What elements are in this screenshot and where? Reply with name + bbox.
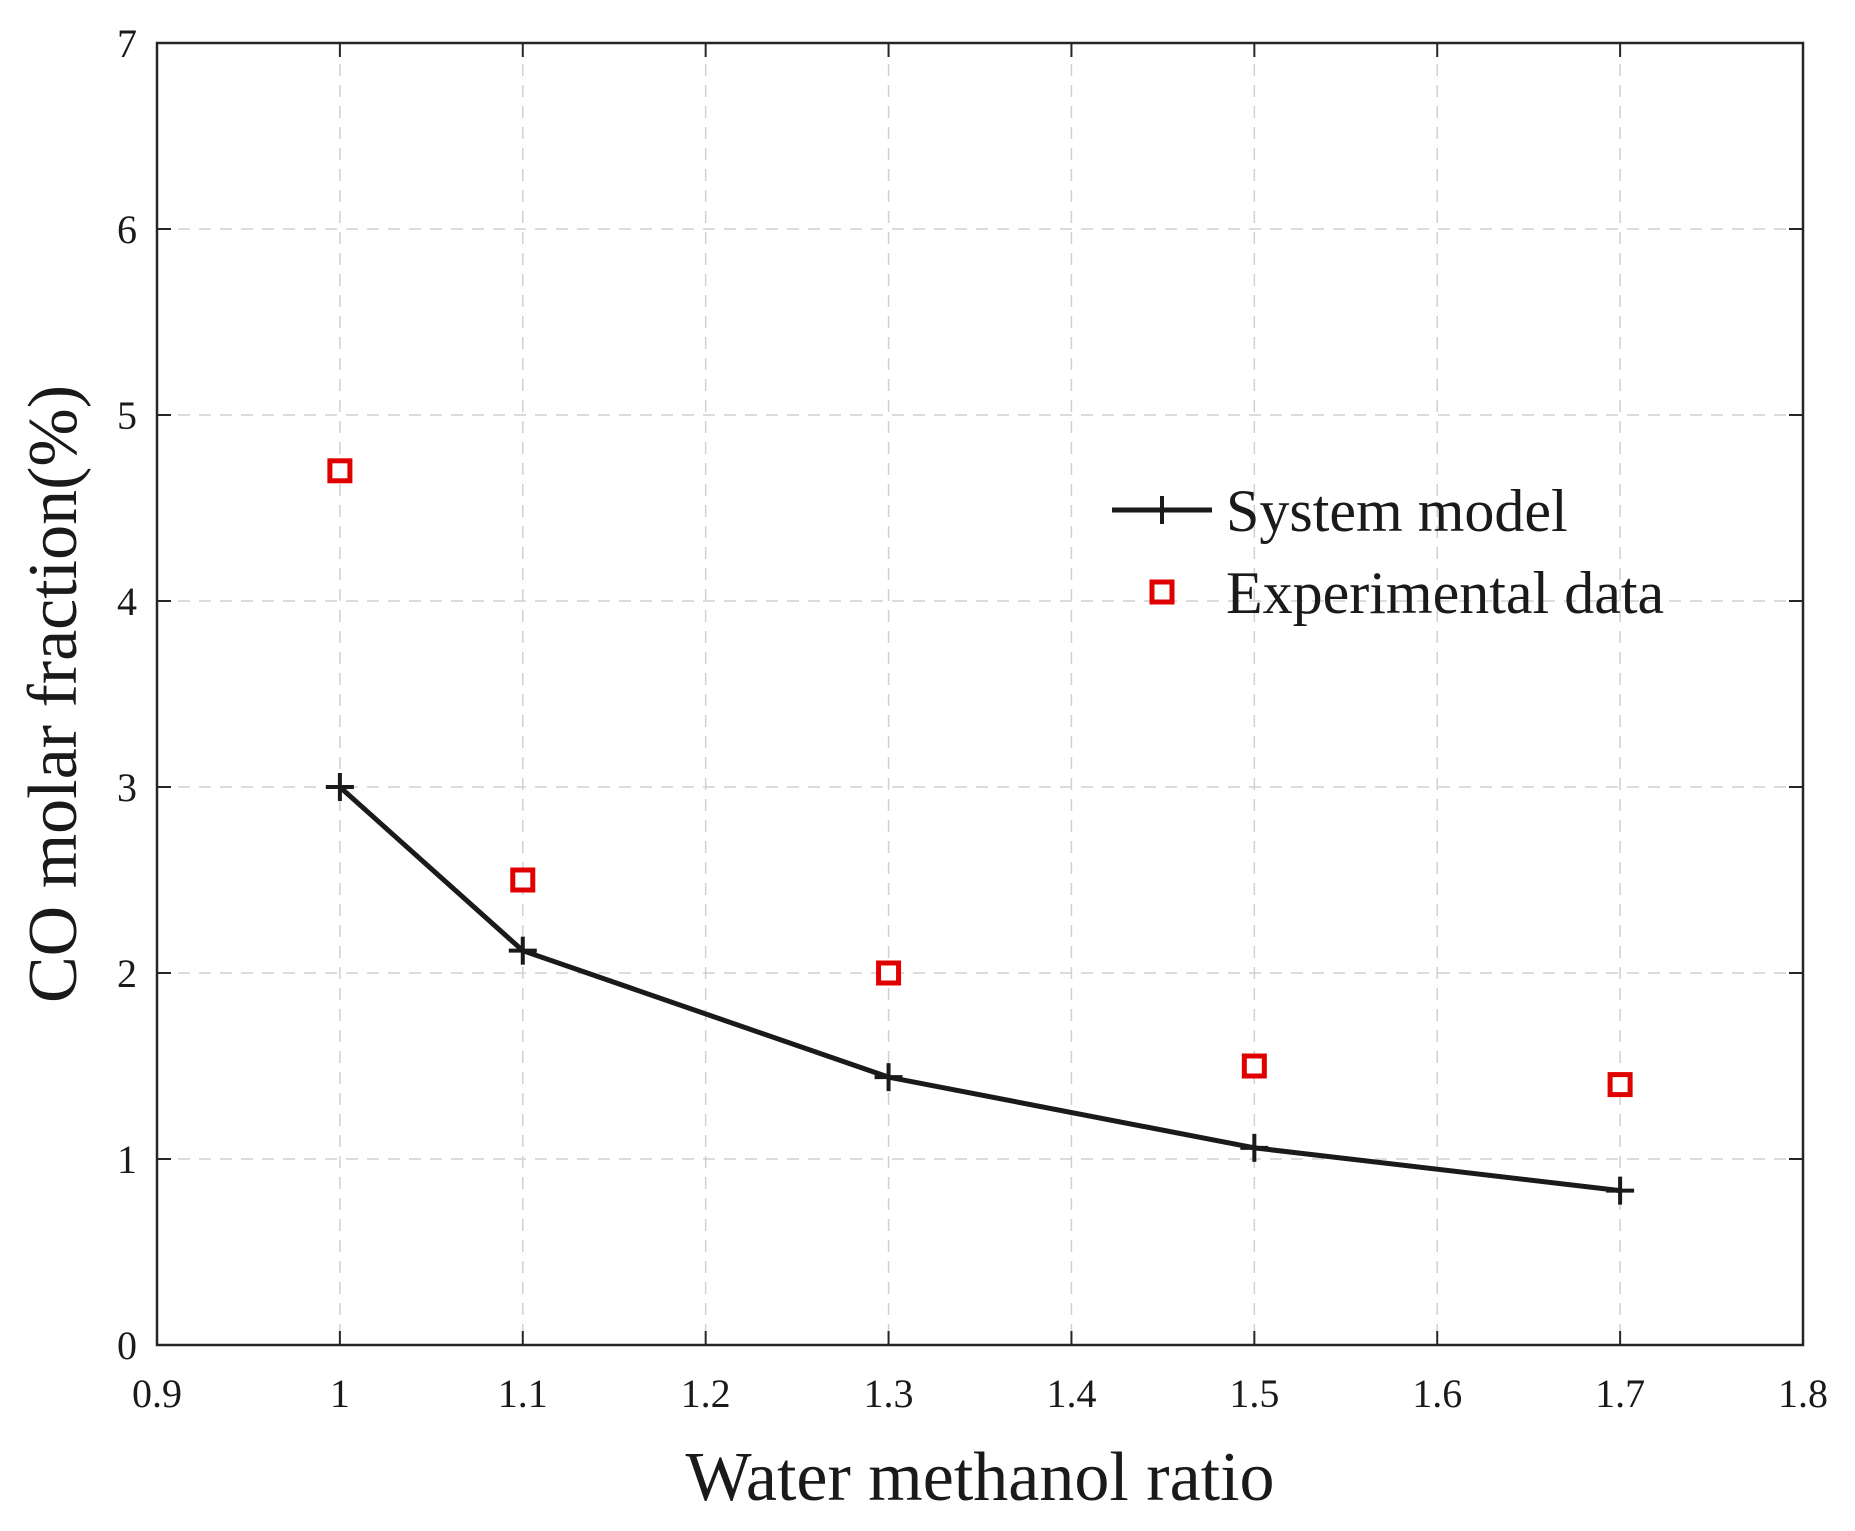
legend-label-system-model: System model: [1226, 478, 1568, 544]
y-tick-label: 5: [117, 393, 137, 438]
data-point-experimental-data: [876, 960, 902, 986]
series-layer: [325, 458, 1635, 1205]
x-tick-labels: 0.9 1 1.1 1.2 1.3 1.4 1.5 1.6 1.7 1.8: [132, 1371, 1828, 1416]
x-tick-label: 1.1: [498, 1371, 548, 1416]
y-tick-labels: 0 1 2 3 4 5 6 7: [117, 21, 137, 1368]
legend-marker-experimental-data: [1149, 579, 1175, 605]
x-tick-label: 1.5: [1229, 1371, 1279, 1416]
y-tick-label: 2: [117, 951, 137, 996]
x-tick-label: 0.9: [132, 1371, 182, 1416]
data-point-system-model: [1606, 1176, 1635, 1205]
y-tick-label: 1: [117, 1137, 137, 1182]
x-tick-label: 1.3: [864, 1371, 914, 1416]
y-tick-label: 3: [117, 765, 137, 810]
y-tick-label: 0: [117, 1323, 137, 1368]
data-point-experimental-data: [1241, 1053, 1267, 1079]
data-point-system-model: [325, 773, 354, 801]
data-point-system-model: [1240, 1133, 1269, 1162]
legend: System model Experimental data: [1112, 478, 1664, 626]
ticks: [156, 42, 1804, 1346]
x-tick-label: 1: [330, 1371, 350, 1416]
x-tick-label: 1.6: [1412, 1371, 1462, 1416]
y-tick-label: 4: [117, 579, 137, 624]
data-point-system-model: [508, 936, 537, 965]
legend-marker-system-model: [1148, 496, 1176, 524]
legend-label-experimental-data: Experimental data: [1226, 560, 1664, 626]
data-point-system-model: [874, 1063, 903, 1092]
x-tick-label: 1.4: [1046, 1371, 1096, 1416]
grid: [157, 43, 1803, 1345]
data-point-experimental-data: [1607, 1072, 1633, 1098]
data-point-experimental-data: [510, 867, 536, 893]
y-axis-title: CO molar fraction(%): [15, 385, 92, 1003]
x-axis-title: Water methanol ratio: [685, 1439, 1274, 1516]
y-tick-label: 6: [117, 207, 137, 252]
x-tick-label: 1.8: [1778, 1371, 1828, 1416]
y-tick-label: 7: [117, 21, 137, 66]
data-point-experimental-data: [327, 458, 353, 484]
x-tick-label: 1.7: [1595, 1371, 1645, 1416]
x-tick-label: 1.2: [681, 1371, 731, 1416]
plot-frame: [155, 41, 1805, 1347]
